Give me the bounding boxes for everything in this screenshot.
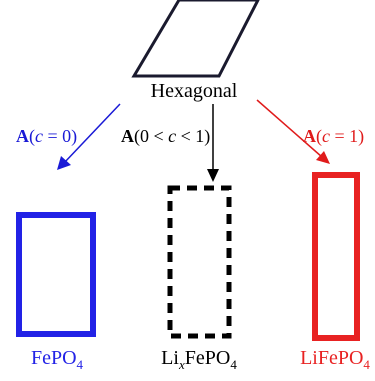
lixfepo4-label: LixFePO4 bbox=[161, 347, 237, 372]
hexagonal-cell-shape bbox=[131, 0, 260, 78]
fepo4-cell bbox=[16, 212, 96, 337]
lifepo4-label: LiFePO4 bbox=[300, 347, 370, 372]
arrow-right-label: A(c = 1) bbox=[303, 126, 364, 147]
hexagonal-label: Hexagonal bbox=[151, 80, 238, 102]
fepo4-label: FePO4 bbox=[31, 347, 84, 372]
lifepo4-cell bbox=[312, 172, 360, 341]
lixfepo4-cell bbox=[167, 185, 232, 339]
arrow-left-label: A(c = 0) bbox=[16, 126, 77, 147]
arrow-right bbox=[256, 99, 330, 164]
arrow-left bbox=[57, 103, 121, 170]
arrow-middle bbox=[207, 104, 219, 182]
arrow-middle-label: A(0 < c < 1) bbox=[121, 126, 210, 147]
